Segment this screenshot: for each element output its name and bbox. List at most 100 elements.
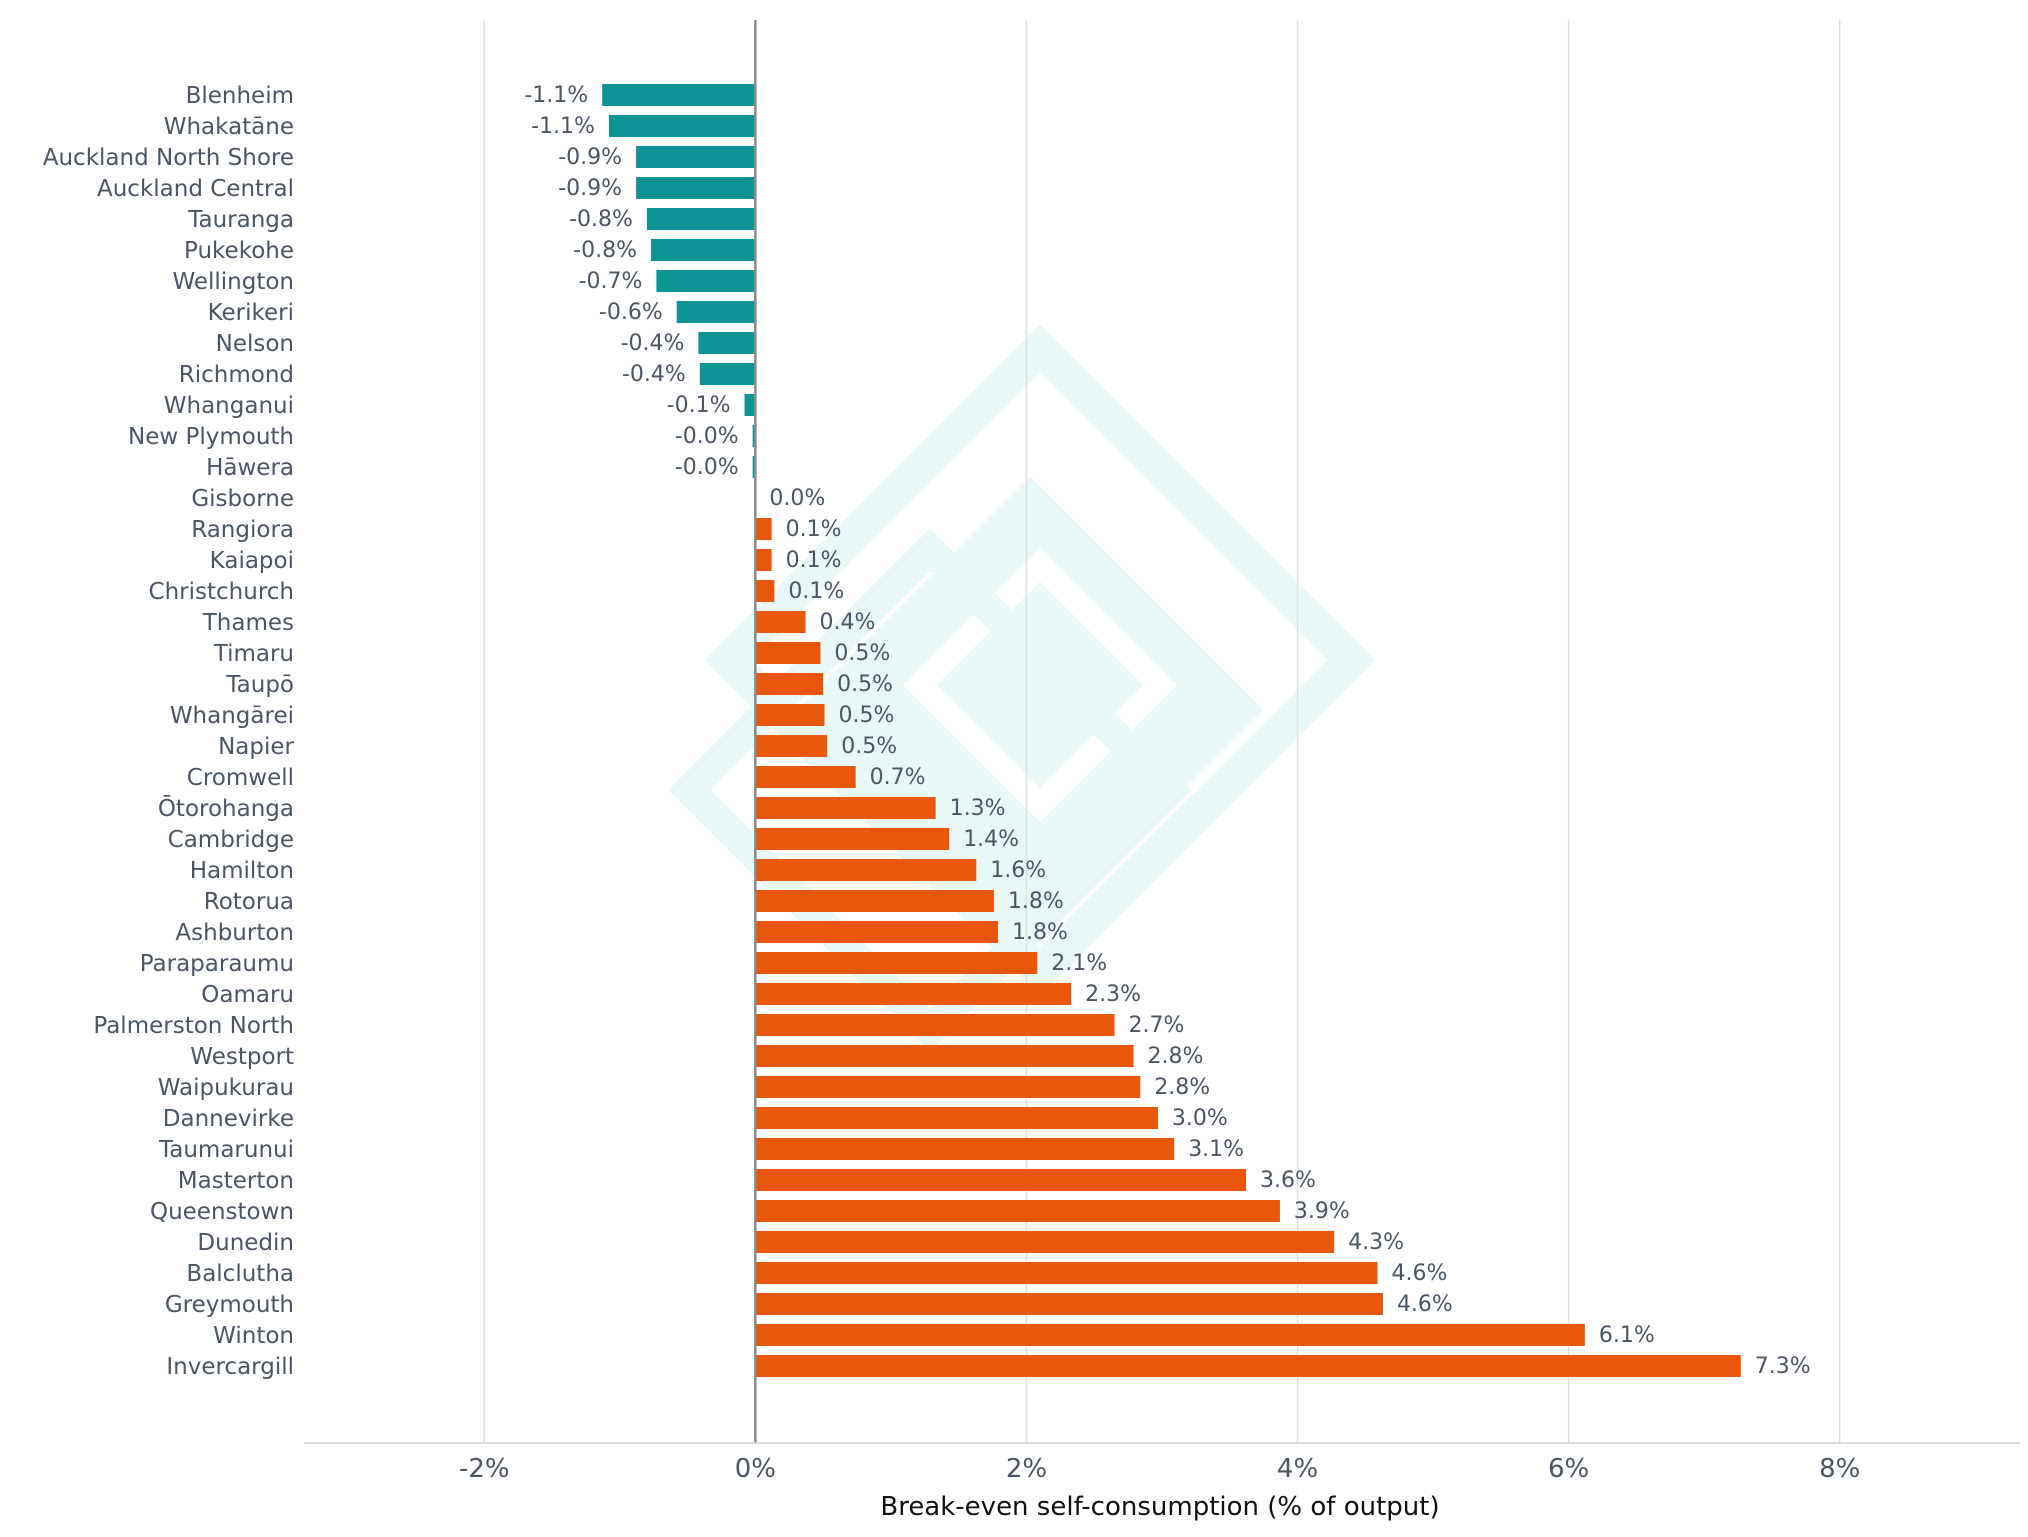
bar: [755, 797, 936, 819]
bar: [699, 363, 756, 385]
x-tick-label: 4%: [1277, 1454, 1318, 1484]
value-label: 6.1%: [1599, 1323, 1655, 1348]
category-label: Kaiapoi: [210, 548, 294, 574]
value-label: 1.8%: [1008, 889, 1064, 914]
value-label: 0.7%: [870, 765, 926, 790]
value-label: -0.4%: [621, 331, 685, 356]
value-label: -1.1%: [531, 114, 595, 139]
category-label: Taupō: [225, 672, 294, 698]
bar: [676, 301, 756, 323]
bar: [755, 1169, 1247, 1191]
bar: [755, 580, 775, 602]
bar: [698, 332, 756, 354]
value-label: 2.8%: [1154, 1075, 1210, 1100]
value-label: -0.7%: [579, 269, 643, 294]
category-label: New Plymouth: [128, 424, 294, 450]
value-label: -1.1%: [524, 83, 588, 108]
x-axis-title: Break-even self-consumption (% of output…: [880, 1492, 1439, 1522]
value-label: 4.6%: [1397, 1292, 1453, 1317]
bar: [752, 425, 756, 447]
bar: [755, 1231, 1335, 1253]
value-label: 0.1%: [786, 548, 842, 573]
value-label: 1.3%: [950, 796, 1006, 821]
category-label: Queenstown: [150, 1199, 294, 1225]
category-label: Whangārei: [170, 703, 294, 729]
bar: [755, 983, 1072, 1005]
x-tick-label: 8%: [1819, 1454, 1860, 1484]
value-label: -0.4%: [622, 362, 686, 387]
value-label: -0.8%: [573, 238, 637, 263]
value-label: 2.7%: [1129, 1013, 1185, 1038]
x-tick-label: -2%: [459, 1454, 510, 1484]
category-label: Hāwera: [206, 455, 294, 481]
bar: [755, 673, 824, 695]
category-label: Rangiora: [191, 517, 294, 543]
bar: [650, 239, 756, 261]
bar: [646, 208, 756, 230]
bar: [744, 394, 756, 416]
category-label: Winton: [213, 1323, 294, 1349]
category-label: Ashburton: [175, 920, 294, 946]
category-label: Ōtorohanga: [158, 795, 294, 822]
value-label: 7.3%: [1755, 1354, 1811, 1379]
bar: [755, 549, 772, 571]
bar: [755, 704, 825, 726]
category-label: Invercargill: [166, 1354, 294, 1380]
category-label: Cromwell: [187, 765, 294, 791]
category-label: Napier: [218, 734, 294, 760]
bar: [755, 952, 1038, 974]
bar: [755, 828, 950, 850]
value-label: -0.0%: [675, 455, 739, 480]
category-label: Christchurch: [149, 579, 294, 605]
value-label: 2.3%: [1085, 982, 1141, 1007]
category-label: Wellington: [172, 269, 294, 295]
value-label: -0.6%: [599, 300, 663, 325]
bar: [636, 146, 756, 168]
value-label: -0.9%: [558, 145, 622, 170]
bar: [755, 1014, 1115, 1036]
bar: [755, 1293, 1383, 1315]
bar: [755, 518, 772, 540]
value-label: 0.1%: [788, 579, 844, 604]
category-label: Waipukurau: [158, 1075, 294, 1101]
bar: [755, 766, 856, 788]
value-label: 0.5%: [838, 703, 894, 728]
bar: [755, 1200, 1280, 1222]
category-label: Westport: [190, 1044, 294, 1070]
value-label: 1.8%: [1012, 920, 1068, 945]
value-label: 1.6%: [990, 858, 1046, 883]
value-label: 0.1%: [786, 517, 842, 542]
bar: [755, 611, 806, 633]
category-label: Taumarunui: [158, 1137, 294, 1163]
category-labels: Blenheim Whakatāne Auckland North Shore Auc…: [43, 83, 295, 1380]
value-label: -0.8%: [569, 207, 633, 232]
category-label: Tauranga: [187, 207, 294, 233]
value-label: 3.6%: [1260, 1168, 1316, 1193]
value-labels: -1.1% -1.1% -0.9% -0.9% -0.8% -0.8% -0.7% -0.6%…: [524, 83, 1810, 1379]
value-label: 4.6%: [1392, 1261, 1448, 1286]
bar: [755, 1138, 1175, 1160]
x-tick-label: 2%: [1006, 1454, 1047, 1484]
bar: [755, 890, 994, 912]
bar: [755, 642, 821, 664]
bar: [755, 1107, 1158, 1129]
value-label: -0.1%: [667, 393, 731, 418]
value-label: 0.5%: [834, 641, 890, 666]
category-label: Dannevirke: [163, 1106, 294, 1132]
category-label: Palmerston North: [93, 1013, 294, 1039]
category-label: Thames: [202, 610, 294, 636]
value-label: 1.4%: [963, 827, 1019, 852]
category-label: Hamilton: [190, 858, 294, 884]
bar: [755, 1076, 1141, 1098]
category-label: Oamaru: [201, 982, 294, 1008]
value-label: 4.3%: [1348, 1230, 1404, 1255]
category-label: Masterton: [178, 1168, 294, 1194]
bar: [656, 270, 756, 292]
value-label: 0.0%: [769, 486, 825, 511]
value-label: 3.1%: [1188, 1137, 1244, 1162]
bar: [755, 1045, 1134, 1067]
category-label: Balclutha: [186, 1261, 294, 1287]
value-label: 0.5%: [837, 672, 893, 697]
bar: [602, 84, 756, 106]
value-label: 3.0%: [1172, 1106, 1228, 1131]
